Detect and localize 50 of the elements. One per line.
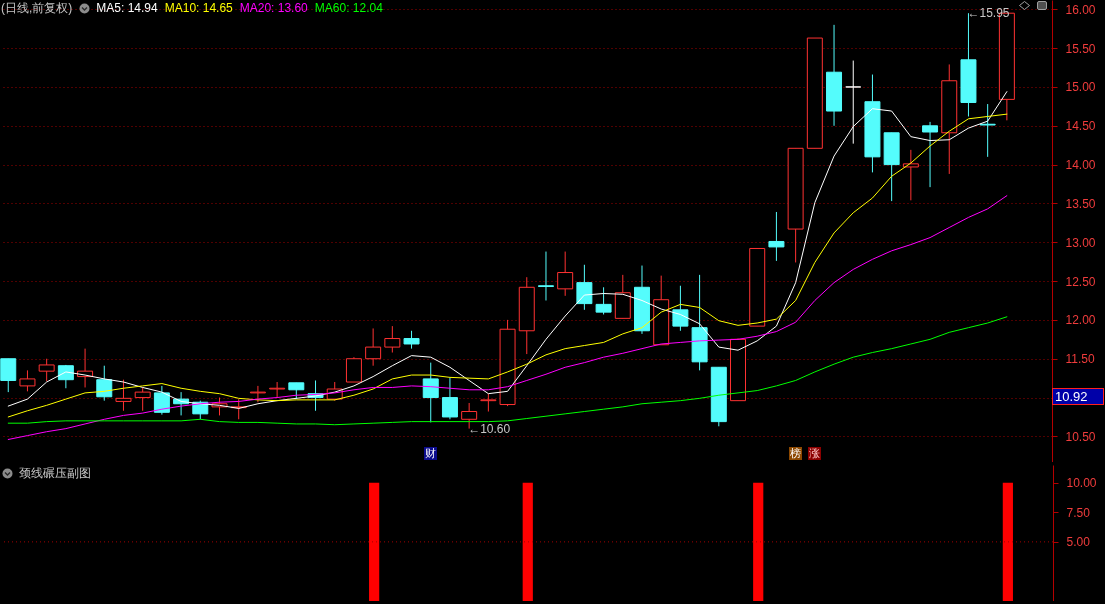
y-tick-label: 13.00 <box>1065 235 1096 250</box>
candlestick <box>38 358 55 382</box>
candlestick <box>441 376 458 420</box>
candlestick <box>922 121 939 188</box>
candlestick <box>768 211 785 262</box>
candlestick <box>537 251 554 301</box>
annotation: 财 <box>423 447 437 460</box>
candlestick <box>0 358 17 393</box>
text: MA10: 14.65 <box>164 1 233 15</box>
line-series <box>7 316 1008 426</box>
y-tick-label: 13.50 <box>1065 196 1096 211</box>
candlestick <box>345 356 362 383</box>
y-tick-label: 10.50 <box>1065 429 1096 444</box>
candlestick <box>902 149 919 201</box>
chart-title: 颈线碾压副图 <box>19 466 91 480</box>
chart-title: (日线,前复权) <box>1 1 73 15</box>
candlestick <box>422 362 439 423</box>
line-series <box>7 195 1008 440</box>
y-tick-label: 15.50 <box>1065 41 1096 56</box>
candlestick <box>19 369 36 392</box>
y-tick-label: 11.50 <box>1065 352 1095 367</box>
candlestick <box>672 285 689 332</box>
candlestick <box>153 385 170 416</box>
candlestick <box>384 325 401 354</box>
text: MA60: 12.04 <box>314 1 383 15</box>
candlestick <box>115 379 132 412</box>
annotation: ←15.95 <box>967 6 1010 21</box>
text: 10.92 <box>1052 388 1104 405</box>
y-tick-label: 12.00 <box>1065 313 1096 328</box>
annotation: ←10.60 <box>468 421 511 436</box>
candlestick <box>134 386 151 412</box>
text: MA5: 14.94 <box>96 1 158 15</box>
y-tick-label: 10.00 <box>1066 476 1097 491</box>
y-tick-label: 5.00 <box>1066 535 1091 550</box>
annotation: 涨 <box>807 447 821 460</box>
candlestick <box>576 264 593 311</box>
candlestick <box>269 381 286 399</box>
text: MA20: 13.60 <box>239 1 308 15</box>
y-tick-label: 15.00 <box>1065 80 1096 95</box>
annotation: 榜 <box>788 447 802 460</box>
candlestick <box>557 251 574 297</box>
candlestick <box>979 103 996 158</box>
y-tick-label: 12.50 <box>1065 274 1096 289</box>
candlestick <box>249 385 266 403</box>
y-tick-label: 7.50 <box>1066 505 1091 520</box>
y-tick-label: 16.00 <box>1065 2 1096 17</box>
y-tick-label: 14.00 <box>1065 158 1096 173</box>
candlestick <box>595 286 612 315</box>
y-tick-label: 14.50 <box>1065 119 1096 134</box>
candlestick <box>365 327 382 367</box>
